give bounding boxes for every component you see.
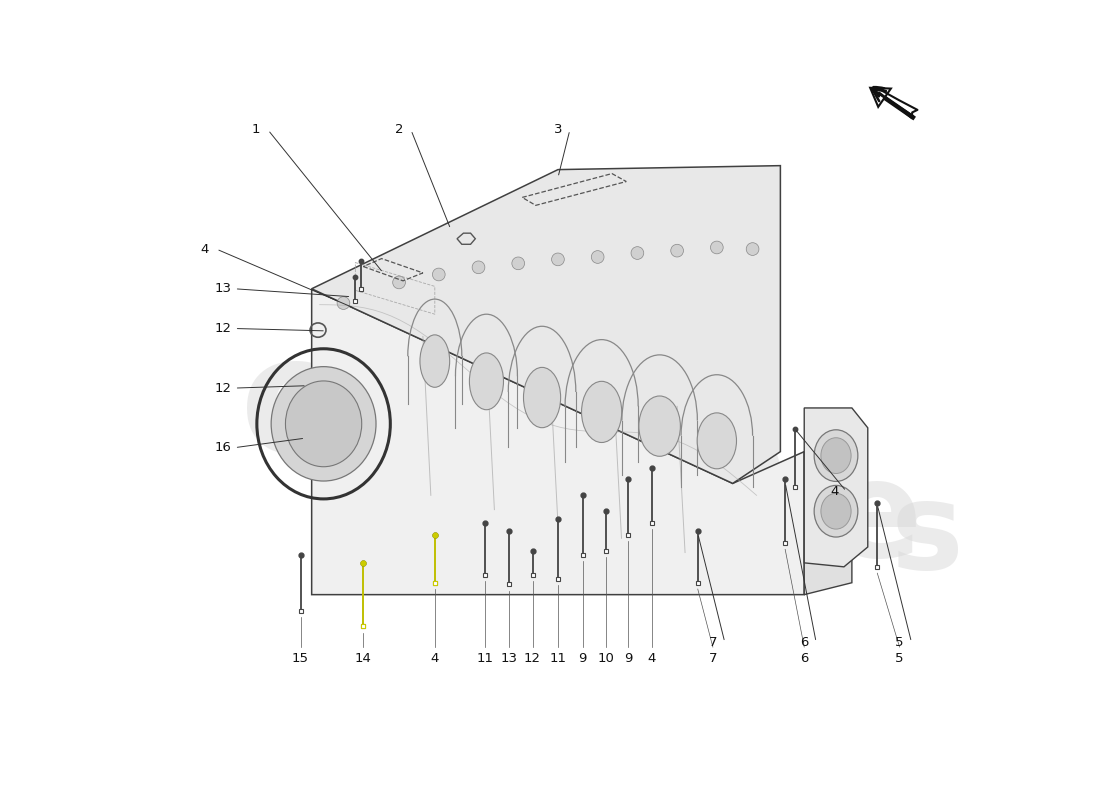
Ellipse shape <box>814 430 858 482</box>
Text: 5: 5 <box>895 636 904 649</box>
Text: 14: 14 <box>354 652 371 665</box>
Ellipse shape <box>639 396 681 456</box>
Text: e: e <box>240 329 351 487</box>
Circle shape <box>592 250 604 263</box>
Ellipse shape <box>582 382 621 442</box>
Polygon shape <box>804 408 868 567</box>
Ellipse shape <box>272 366 376 481</box>
Text: u: u <box>333 336 450 495</box>
Circle shape <box>472 261 485 274</box>
Text: 7: 7 <box>708 636 717 649</box>
Text: 5: 5 <box>895 652 904 665</box>
Circle shape <box>746 242 759 255</box>
Text: r: r <box>453 366 520 498</box>
Polygon shape <box>311 289 804 594</box>
Text: 7: 7 <box>708 652 717 665</box>
Text: 4: 4 <box>830 485 838 498</box>
Ellipse shape <box>821 494 851 529</box>
Text: o: o <box>522 375 626 520</box>
Text: a: a <box>690 407 791 552</box>
Text: 15: 15 <box>292 652 309 665</box>
Text: 9: 9 <box>579 652 586 665</box>
Text: s: s <box>891 477 964 594</box>
Ellipse shape <box>524 367 561 428</box>
Text: 11: 11 <box>476 652 494 665</box>
Text: 12: 12 <box>524 652 541 665</box>
Circle shape <box>337 297 350 310</box>
Text: 12: 12 <box>214 322 231 335</box>
Text: a passion for cars since 1985: a passion for cars since 1985 <box>398 544 653 598</box>
Polygon shape <box>804 440 851 594</box>
Text: r: r <box>782 445 843 562</box>
Text: 13: 13 <box>500 652 517 665</box>
Text: 4: 4 <box>200 242 209 255</box>
Text: e: e <box>829 454 922 585</box>
Circle shape <box>512 257 525 270</box>
Text: 4: 4 <box>430 652 439 665</box>
Ellipse shape <box>821 438 851 474</box>
Text: 9: 9 <box>624 652 632 665</box>
Circle shape <box>551 253 564 266</box>
Text: 4: 4 <box>648 652 656 665</box>
Ellipse shape <box>814 486 858 537</box>
Polygon shape <box>311 166 780 483</box>
Text: 10: 10 <box>597 652 614 665</box>
Text: 11: 11 <box>549 652 566 665</box>
Text: 6: 6 <box>800 652 808 665</box>
Circle shape <box>671 244 683 257</box>
Ellipse shape <box>286 381 362 466</box>
Text: 16: 16 <box>214 441 231 454</box>
Text: 3: 3 <box>553 123 562 136</box>
Text: 2: 2 <box>395 123 404 136</box>
Text: 1: 1 <box>252 123 261 136</box>
Text: 12: 12 <box>214 382 231 394</box>
Circle shape <box>711 241 723 254</box>
Text: p: p <box>600 391 707 536</box>
Circle shape <box>393 276 406 289</box>
Ellipse shape <box>697 413 737 469</box>
Circle shape <box>432 268 446 281</box>
Text: 6: 6 <box>800 636 808 649</box>
Ellipse shape <box>420 335 450 387</box>
Text: 13: 13 <box>214 282 231 295</box>
Ellipse shape <box>470 353 504 410</box>
Circle shape <box>631 246 644 259</box>
